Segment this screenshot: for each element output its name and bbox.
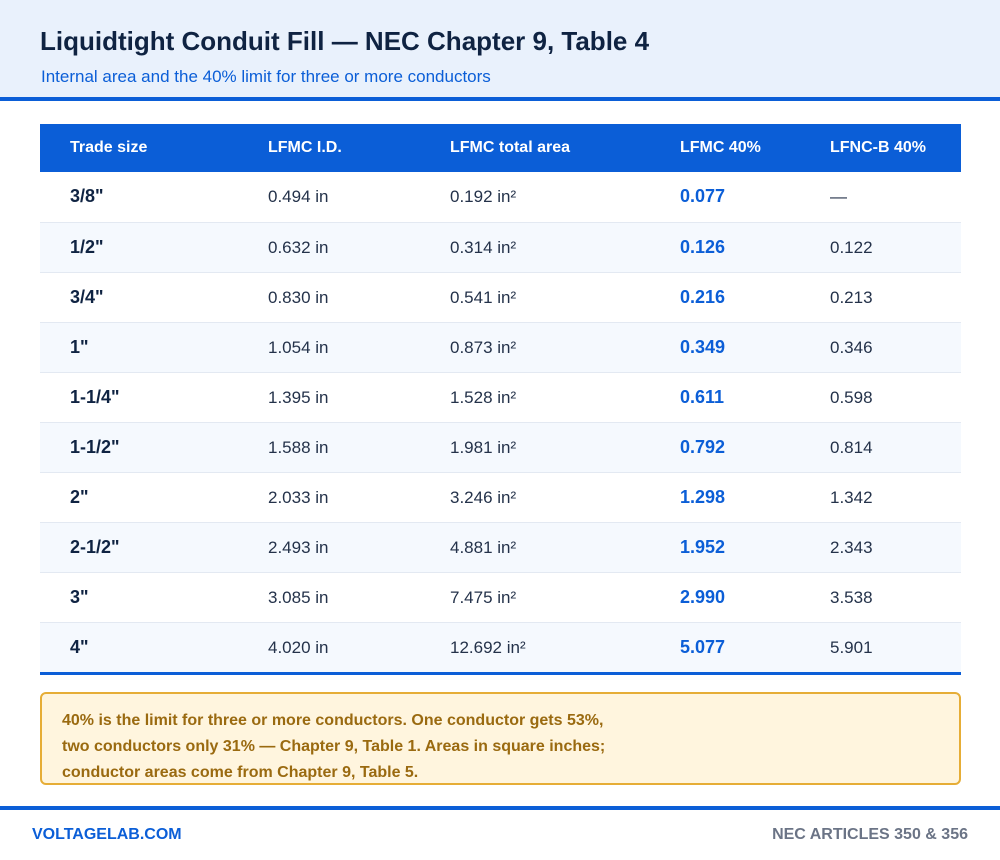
lfnc-b-40-cell: 0.814 [830,438,873,457]
note-line: 40% is the limit for three or more condu… [62,712,604,729]
column-header-lfmc-id: LFMC I.D. [268,139,342,156]
lfnc-b-40-cell: 0.346 [830,338,873,357]
lfnc-b-40-cell: 0.598 [830,388,873,407]
table-row: 3/8" 0.494 in 0.192 in² 0.077 — [40,172,961,222]
conduit-fill-table: Trade size LFMC I.D. LFMC total area LFM… [40,124,961,675]
lfnc-b-40-cell: 2.343 [830,538,873,557]
lfnc-b-40-cell: 5.901 [830,638,873,657]
page-header: Liquidtight Conduit Fill — NEC Chapter 9… [0,0,1000,101]
lfmc-id-cell: 0.632 in [268,238,329,257]
page-subtitle: Internal area and the 40% limit for thre… [41,67,491,86]
table-row: 2" 2.033 in 3.246 in² 1.298 1.342 [40,472,961,522]
trade-size-cell: 2" [70,487,89,507]
lfmc-40-cell: 1.298 [680,487,726,507]
trade-size-cell: 2-1/2" [70,537,120,557]
lfnc-b-40-cell: — [830,187,847,206]
lfmc-area-cell: 0.314 in² [450,238,517,257]
footer-divider [0,806,1000,810]
table-row: 1-1/2" 1.588 in 1.981 in² 0.792 0.814 [40,422,961,472]
lfmc-id-cell: 0.830 in [268,288,329,307]
table-row: 1-1/4" 1.395 in 1.528 in² 0.611 0.598 [40,372,961,422]
lfmc-id-cell: 1.395 in [268,388,329,407]
lfmc-area-cell: 12.692 in² [450,638,526,657]
lfmc-area-cell: 0.541 in² [450,288,517,307]
lfmc-area-cell: 3.246 in² [450,488,517,507]
lfnc-b-40-cell: 0.213 [830,288,873,307]
table-row: 1/2" 0.632 in 0.314 in² 0.126 0.122 [40,222,961,272]
table-row: 2-1/2" 2.493 in 4.881 in² 1.952 2.343 [40,522,961,572]
lfnc-b-40-cell: 0.122 [830,238,873,257]
lfmc-area-cell: 1.528 in² [450,388,517,407]
trade-size-cell: 3/8" [70,186,104,206]
table-row: 1" 1.054 in 0.873 in² 0.349 0.346 [40,322,961,372]
page-title: Liquidtight Conduit Fill — NEC Chapter 9… [40,26,650,56]
trade-size-cell: 3" [70,587,89,607]
trade-size-cell: 1-1/4" [70,387,120,407]
lfmc-area-cell: 0.192 in² [450,187,517,206]
trade-size-cell: 1/2" [70,237,104,257]
lfmc-40-cell: 2.990 [680,587,726,607]
table-header-row: Trade size LFMC I.D. LFMC total area LFM… [40,124,961,172]
lfnc-b-40-cell: 3.538 [830,588,873,607]
note-line: two conductors only 31% — Chapter 9, Tab… [62,738,606,755]
note-line: conductor areas come from Chapter 9, Tab… [62,764,419,781]
lfmc-area-cell: 4.881 in² [450,538,517,557]
lfmc-id-cell: 2.033 in [268,488,329,507]
column-header-lfmc-40: LFMC 40% [680,139,761,156]
lfmc-id-cell: 1.588 in [268,438,329,457]
lfmc-area-cell: 1.981 in² [450,438,517,457]
table-row: 4" 4.020 in 12.692 in² 5.077 5.901 [40,622,961,672]
lfmc-40-cell: 0.349 [680,337,726,357]
lfmc-id-cell: 0.494 in [268,187,329,206]
lfmc-40-cell: 0.792 [680,437,726,457]
fill-limit-note: 40% is the limit for three or more condu… [40,692,961,785]
column-header-trade-size: Trade size [70,139,148,156]
lfnc-b-40-cell: 1.342 [830,488,873,507]
lfmc-id-cell: 4.020 in [268,638,329,657]
trade-size-cell: 1" [70,337,89,357]
table-row: 3" 3.085 in 7.475 in² 2.990 3.538 [40,572,961,622]
trade-size-cell: 4" [70,637,89,657]
trade-size-cell: 1-1/2" [70,437,120,457]
trade-size-cell: 3/4" [70,287,104,307]
lfmc-40-cell: 1.952 [680,537,726,557]
lfmc-40-cell: 0.126 [680,237,726,257]
table-row: 3/4" 0.830 in 0.541 in² 0.216 0.213 [40,272,961,322]
lfmc-40-cell: 0.077 [680,186,726,206]
column-header-lfnc-b-40: LFNC-B 40% [830,139,927,156]
lfmc-area-cell: 7.475 in² [450,588,517,607]
footer-site-name: VOLTAGELAB.COM [32,826,182,843]
lfmc-id-cell: 2.493 in [268,538,329,557]
lfmc-40-cell: 5.077 [680,637,726,657]
column-header-lfmc-total-area: LFMC total area [450,139,571,156]
lfmc-id-cell: 3.085 in [268,588,329,607]
footer-articles: NEC ARTICLES 350 & 356 [772,826,968,843]
lfmc-40-cell: 0.611 [680,387,725,407]
lfmc-id-cell: 1.054 in [268,338,329,357]
lfmc-area-cell: 0.873 in² [450,338,517,357]
lfmc-40-cell: 0.216 [680,287,726,307]
